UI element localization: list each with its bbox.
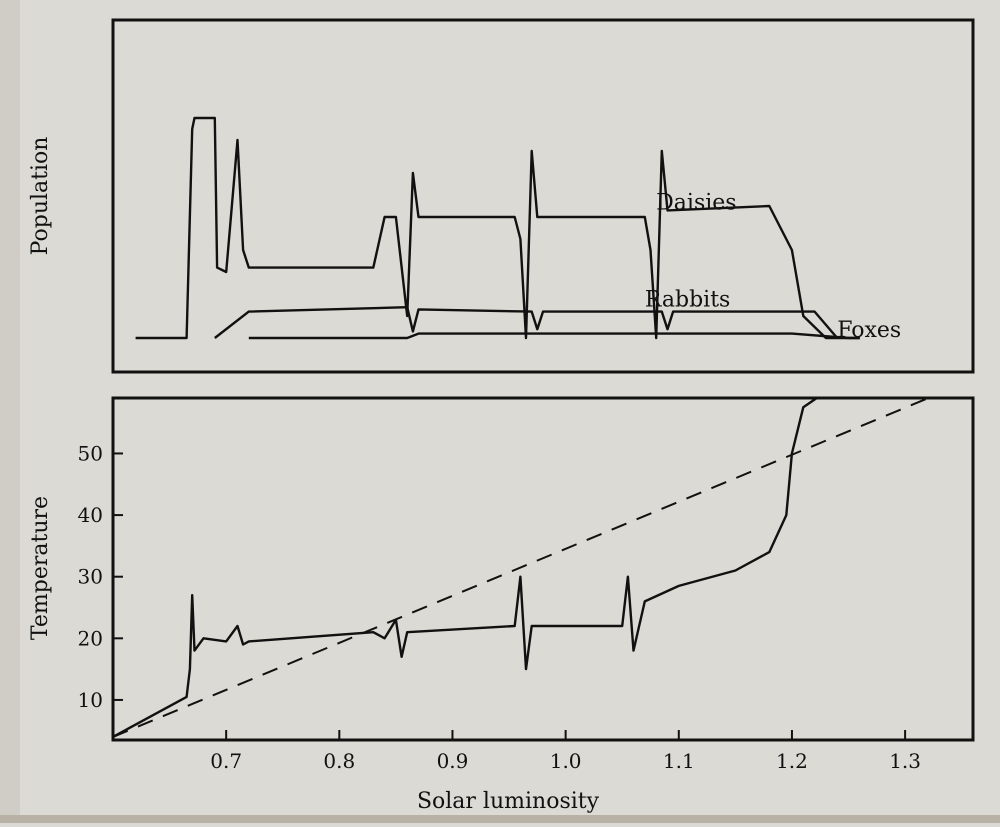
y-tick-label: 40: [78, 503, 103, 527]
series-label-foxes: Foxes: [837, 318, 901, 343]
bottom-panel-y-axis-label: Temperature: [28, 496, 53, 640]
x-tick-label: 0.9: [437, 749, 469, 773]
x-axis-label: Solar luminosity: [417, 789, 600, 814]
bottom-panel: Temperature Solar luminosity 0.7 0.8 0.9 1.…: [28, 396, 975, 814]
page-bottom-strip: [0, 815, 1000, 823]
top-series-labels: Daisies Rabbits Foxes: [645, 191, 901, 344]
bottom-axis-ticks: 0.7 0.8 0.9 1.0 1.1 1.2 1.3 10 20 30 40 50: [78, 441, 921, 773]
top-series-lines: [135, 116, 860, 340]
page-left-margin: [0, 0, 20, 823]
series-line-daisies: [135, 116, 860, 340]
x-tick-label: 0.8: [323, 749, 355, 773]
top-panel-frame: [111, 18, 975, 374]
series-label-rabbits: Rabbits: [645, 287, 731, 312]
series-label-daisies: Daisies: [656, 191, 736, 216]
dashed-reference-line: [113, 398, 932, 738]
x-tick-label: 1.1: [663, 749, 695, 773]
series-line-rabbits: [214, 306, 839, 339]
bottom-panel-frame: [111, 396, 975, 742]
series-line-foxes: [248, 332, 860, 340]
y-tick-label: 30: [78, 565, 103, 589]
top-panel-y-axis-label: Population: [28, 137, 53, 256]
y-tick-label: 10: [78, 688, 103, 712]
y-tick-label: 50: [78, 441, 103, 465]
x-tick-label: 0.7: [210, 749, 242, 773]
y-tick-label: 20: [78, 626, 103, 650]
bottom-series-lines: [113, 398, 932, 738]
x-tick-label: 1.3: [889, 749, 921, 773]
x-tick-label: 1.0: [550, 749, 582, 773]
temperature-line: [113, 398, 819, 738]
x-tick-label: 1.2: [776, 749, 808, 773]
top-panel: Population Daisies Rabbits Foxes: [28, 18, 975, 374]
